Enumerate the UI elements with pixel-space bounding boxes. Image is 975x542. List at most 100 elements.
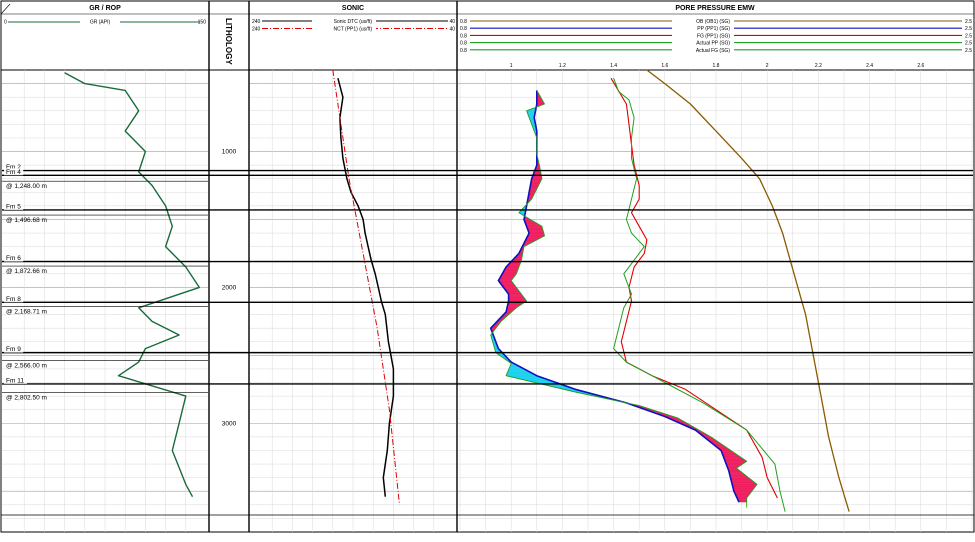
formation-label-bg-4 (4, 295, 24, 303)
fill-slice-0-1870 (503, 269, 519, 272)
gr-rop-title: GR / ROP (89, 5, 121, 12)
sonic-legend-label-0: Sonic DTC (us/ft) (334, 19, 373, 25)
pore-pressure-scale: 1 1.2 1.4 1.6 1.8 2 2.2 2.4 2.6 (510, 63, 925, 69)
pp-scale-label-6: 2.2 (815, 63, 822, 69)
gr-legend-bg (80, 18, 120, 25)
lithology-title: LITHOLOGY (224, 18, 233, 65)
pp-legend-right-4: 2.5 (965, 48, 972, 54)
log-curves (64, 69, 850, 512)
fill-slice-0-3250 (723, 457, 744, 459)
fill-slice-0-3490 (733, 489, 754, 492)
formation-label-bg-5 (4, 345, 24, 353)
fill-slice-0-3500 (733, 491, 753, 493)
fill-slice-0-1850 (505, 266, 520, 269)
fill-slice-0-3410 (730, 478, 753, 481)
pp-legend-right-3: 2.5 (965, 41, 972, 47)
sonic-legend-right-0: 40 (449, 19, 455, 25)
fill-slice-0-1610 (527, 234, 545, 236)
formation-markers: Fm 2Fm 4 Fm 5 Fm 6 Fm 8 Fm 9 Fm 11 @ 1,248.00 … (2, 163, 973, 401)
casing-label-2: @ 1,872.66 m (6, 268, 47, 275)
fill-slice-0-1980 (501, 284, 516, 287)
pp-legend-bg-0 (672, 17, 734, 24)
fill-slice-0-3370 (729, 473, 746, 476)
fill-slice-0-1890 (501, 272, 518, 274)
fill-slice-0-3290 (725, 462, 746, 465)
depth-label-1000: 1000 (222, 149, 237, 156)
fill-slice-0-1910 (500, 275, 516, 277)
pp-legend-left-1: 0.8 (460, 26, 467, 32)
fill-slice-0-1190 (531, 177, 543, 179)
pp-legend-label-2: FG (PP1) (SG) (697, 33, 730, 39)
fill-slice-0-3510 (734, 492, 752, 495)
pp-legend-label-4: Actual FG (SG) (696, 48, 731, 54)
fill-slice-0-700 (526, 110, 536, 113)
formation-label-5: Fm 9 (6, 346, 21, 353)
fill-slice-0-3460 (732, 485, 757, 488)
fill-slice-0-1560 (526, 227, 543, 230)
fill-slice-0-1880 (502, 270, 518, 273)
fill-slice-0-1950 (498, 280, 513, 283)
sonic-legend-left-0: 240 (252, 19, 261, 25)
fill-slice-0-1860 (504, 268, 519, 270)
pp-legend-left-2: 0.8 (460, 33, 467, 39)
formation-label-bg-2 (4, 202, 24, 210)
fill-slice-0-1990 (502, 285, 517, 288)
pp-scale-label-5: 2 (766, 63, 769, 69)
fill-slice-0-3360 (728, 472, 744, 474)
fill-slice-0-720 (527, 113, 536, 115)
sonic-legend-left-1: 240 (252, 27, 261, 33)
curve-fg-pp1-sg- (610, 77, 778, 499)
pp-legend-label-1: PP (PP1) (SG) (697, 26, 730, 32)
fill-slice-0-710 (526, 111, 536, 114)
fill-slice-0-1260 (529, 186, 539, 189)
curve-sonic-dtc-us-ft- (337, 78, 395, 497)
pore-pressure-title: PORE PRESSURE EMW (675, 5, 755, 12)
fill-slice-0-3400 (730, 477, 751, 480)
fill-slice-0-3390 (729, 476, 749, 478)
pp-legend-right-2: 2.5 (965, 33, 972, 39)
curve-pp-pp1-sg- (489, 90, 740, 503)
fill-slice-0-2020 (505, 289, 520, 292)
corner-tick-icon (0, 3, 11, 15)
formation-label-bg-3 (4, 254, 24, 262)
pp-scale-label-3: 1.6 (661, 63, 668, 69)
fill-slice-0-2630 (506, 372, 535, 375)
fill-slice-0-1590 (528, 231, 544, 234)
fill-slice-0-1570 (527, 228, 544, 231)
formation-label-0: Fm 2 (6, 164, 21, 171)
depth-label-3000: 3000 (222, 420, 237, 427)
fill-slice-0-1930 (498, 277, 514, 280)
casing-label-3: @ 2,168.71 m (6, 308, 47, 315)
fill-slice-0-1250 (529, 185, 539, 188)
fill-slice-0-3270 (724, 459, 748, 462)
fill-slice-0-2000 (503, 287, 518, 289)
fill-slice-0-1550 (526, 226, 543, 228)
pp-scale-label-1: 1.2 (559, 63, 566, 69)
sonic-legend-right-1: 40 (449, 27, 455, 33)
gr-legend-min: 0 (4, 20, 7, 26)
gr-legend-label: GR (API) (90, 20, 111, 26)
formation-label-1: Fm 4 (6, 169, 21, 176)
pp-scale-label-0: 1 (510, 63, 513, 69)
curve-actual-fg-sg- (613, 78, 786, 512)
fill-slice-0-3430 (731, 481, 756, 484)
formation-label-2: Fm 5 (6, 203, 21, 210)
fill-slice-0-1920 (499, 276, 515, 279)
fill-slice-0-3550 (736, 497, 747, 500)
fill-slice-0-3450 (732, 484, 758, 486)
fill-slice-0-3520 (734, 493, 751, 496)
fill-slice-0-1270 (529, 188, 538, 190)
pp-scale-label-4: 1.8 (713, 63, 720, 69)
formation-label-bg-6 (4, 376, 27, 384)
sonic-legend-label-1: NCT (PP1) (us/ft) (333, 27, 372, 33)
fill-slice-0-3540 (736, 496, 749, 499)
fill-slice-0-3260 (723, 458, 746, 461)
pore-pressure-legend: OB (OB1) (SG) 0.8 2.5 PP (PP1) (SG) 0.8 2.5 FG… (460, 17, 972, 54)
pp-legend-left-3: 0.8 (460, 41, 467, 47)
fill-slice-0-1960 (499, 281, 514, 284)
grid-lines (2, 70, 973, 532)
fill-slice-0-1180 (531, 175, 542, 178)
curve-actual-pp-sg- (490, 90, 758, 508)
fill-slice-0-3470 (732, 487, 756, 489)
